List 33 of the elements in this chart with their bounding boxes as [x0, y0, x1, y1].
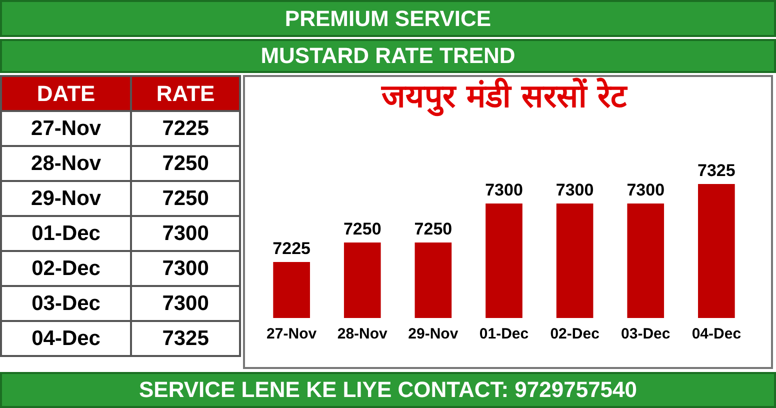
x-tick-label: 28-Nov: [337, 326, 388, 342]
data-label: 7300: [485, 180, 523, 200]
text: RATE: [131, 76, 240, 111]
text: 7250: [131, 146, 240, 181]
text: 01-Dec: [1, 216, 132, 251]
text: 7300: [131, 286, 240, 321]
text: 7225: [131, 111, 240, 146]
text: 7250: [131, 181, 240, 216]
text: 7325: [131, 321, 240, 356]
x-tick-label: 04-Dec: [692, 326, 742, 342]
data-label: 7250: [414, 220, 452, 238]
data-label: 7225: [272, 239, 310, 258]
text: PREMIUM SERVICE: [0, 0, 776, 37]
text: 28-Nov: [1, 146, 132, 181]
text: 27-Nov: [1, 111, 132, 146]
x-tick-label: 02-Dec: [550, 326, 600, 342]
text: 03-Dec: [1, 286, 132, 321]
x-tick-label: 27-Nov: [266, 326, 318, 342]
data-label: 7325: [698, 161, 736, 180]
text: 02-Dec: [1, 251, 132, 286]
text: 7300: [131, 216, 240, 251]
x-tick-label: 29-Nov: [408, 326, 459, 342]
data-label: 7300: [556, 180, 594, 200]
annotation: SERVICE LENE KE LIYE CONTACT: 9729757540: [0, 372, 776, 408]
x-tick-label: 01-Dec: [479, 326, 529, 342]
text: MUSTARD RATE TREND: [0, 39, 776, 73]
text: 29-Nov: [1, 181, 132, 216]
x-tick-label: 03-Dec: [621, 326, 670, 342]
data-label: 7300: [626, 180, 665, 200]
text: DATE: [1, 76, 132, 111]
chart-title: जयपुर मंडी सरसों रेट: [380, 77, 629, 117]
text: 7300: [131, 251, 240, 286]
data-label: 7250: [343, 220, 382, 238]
